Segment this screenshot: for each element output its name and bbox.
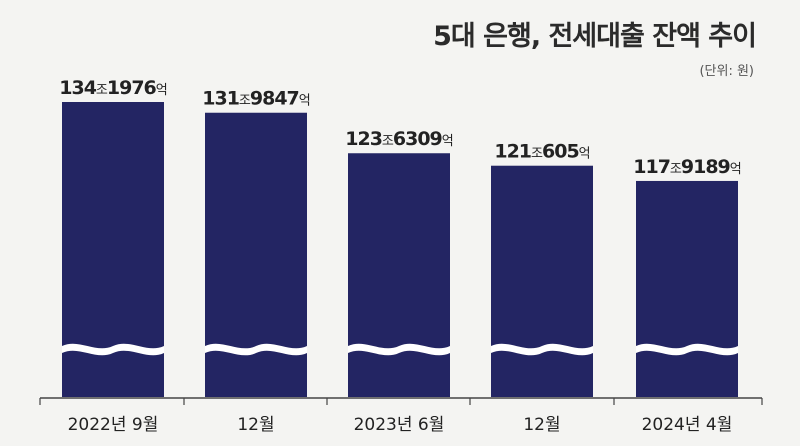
unit-note: (단위: 원): [699, 64, 754, 79]
value-label: 131조9847억: [202, 88, 310, 110]
value-label-number: 131: [202, 88, 239, 110]
x-tick-label: 12월: [523, 415, 560, 435]
value-label-unit: 조: [96, 83, 108, 98]
value-label-unit: 조: [531, 147, 543, 162]
axis-break-wave: [348, 343, 450, 356]
value-label-number: 9189: [681, 156, 730, 178]
value-label-unit: 억: [442, 134, 453, 149]
value-label-unit: 조: [382, 134, 394, 149]
bar: [491, 165, 593, 397]
value-label-number: 1976: [107, 77, 157, 99]
x-tick-label: 12월: [237, 415, 274, 435]
value-label-number: 6309: [393, 128, 442, 150]
axis-break-wave: [491, 343, 593, 356]
value-label-number: 605: [542, 141, 579, 163]
bar: [348, 153, 450, 397]
value-label-number: 134: [59, 77, 96, 99]
value-label-unit: 조: [670, 162, 682, 177]
value-label-unit: 조: [239, 94, 251, 109]
x-tick-label: 2023년 6월: [354, 415, 445, 435]
value-label-unit: 억: [730, 162, 741, 177]
bar: [636, 180, 738, 397]
chart-title: 5대 은행, 전세대출 잔액 추이: [433, 21, 757, 52]
axis-break-wave: [636, 343, 738, 356]
value-label: 121조605억: [494, 141, 589, 163]
bar-group: [636, 180, 738, 397]
value-label-number: 117: [633, 156, 670, 178]
value-label: 117조9189억: [633, 156, 741, 178]
bar-group: [348, 153, 450, 397]
bar-group: [491, 165, 593, 397]
bar-group: [205, 112, 307, 397]
x-tick-label: 2022년 9월: [68, 415, 159, 435]
value-label: 134조1976억: [59, 77, 167, 99]
value-label-unit: 억: [299, 94, 310, 109]
bar-group: [62, 102, 164, 397]
value-label-unit: 억: [156, 83, 167, 98]
x-tick-label: 2024년 4월: [642, 415, 733, 435]
value-label: 123조6309억: [345, 128, 453, 150]
value-label-unit: 억: [579, 147, 590, 162]
value-label-number: 9847: [250, 88, 299, 110]
axis-break-wave: [205, 343, 307, 356]
axis-break-wave: [62, 343, 164, 356]
value-label-number: 121: [494, 141, 531, 163]
value-label-number: 123: [345, 128, 382, 150]
